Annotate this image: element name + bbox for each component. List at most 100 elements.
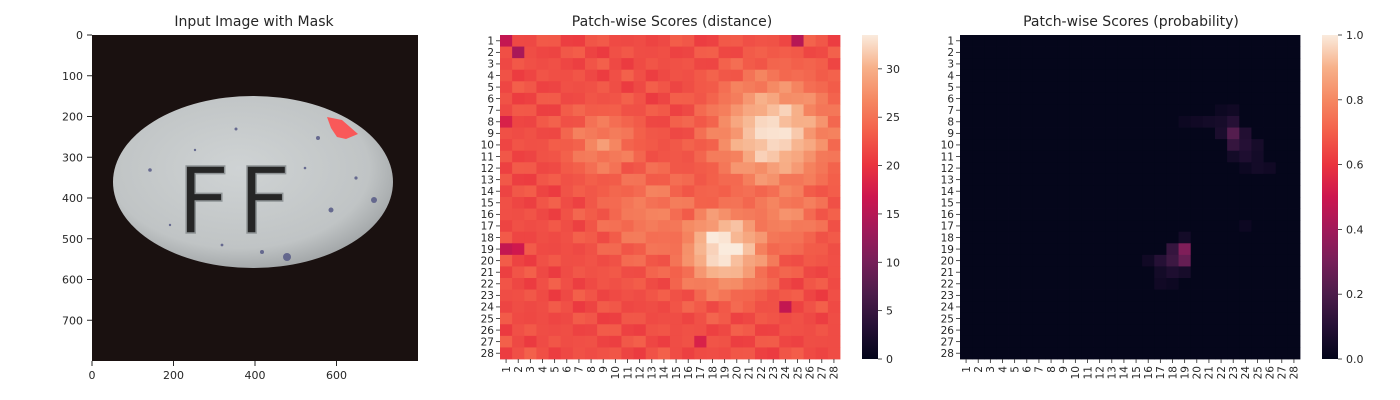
heatmap-cell bbox=[972, 254, 985, 267]
heatmap-cell bbox=[730, 173, 744, 186]
heatmap-cell bbox=[1178, 254, 1192, 267]
heatmap-cell bbox=[1117, 92, 1131, 105]
heatmap-cell bbox=[755, 173, 768, 186]
row-label: 27 bbox=[481, 336, 494, 348]
heatmap-cell bbox=[827, 139, 841, 152]
col-label: 20 bbox=[1192, 366, 1204, 379]
heatmap-cell bbox=[670, 254, 683, 267]
heatmap-cell bbox=[1057, 92, 1070, 105]
heatmap-cell bbox=[1287, 301, 1301, 314]
heatmap-cell bbox=[755, 150, 768, 163]
heatmap-cell bbox=[1117, 139, 1131, 152]
heatmap-cell bbox=[718, 266, 732, 279]
heatmap-cell bbox=[1093, 116, 1107, 128]
heatmap-cell bbox=[1130, 35, 1143, 47]
heatmap-cell bbox=[815, 58, 829, 71]
heatmap-cell bbox=[1093, 243, 1107, 256]
heatmap-cell bbox=[548, 58, 562, 71]
heatmap-cell bbox=[512, 127, 525, 140]
heatmap-cell bbox=[694, 162, 707, 175]
heatmap-cell bbox=[585, 324, 598, 337]
heatmap-cell bbox=[670, 35, 683, 47]
heatmap-cell bbox=[767, 92, 780, 105]
row-label: 24 bbox=[481, 302, 495, 314]
heatmap-cell bbox=[1117, 289, 1131, 302]
row-label: 19 bbox=[941, 244, 954, 256]
heatmap-cell bbox=[730, 243, 744, 256]
heatmap-cell bbox=[742, 46, 756, 59]
heatmap-cell bbox=[996, 127, 1009, 140]
heatmap-cell bbox=[572, 92, 586, 105]
row-label: 25 bbox=[941, 313, 954, 325]
heatmap-cell bbox=[1142, 69, 1155, 82]
heatmap-cell bbox=[621, 150, 634, 163]
heatmap-cell bbox=[972, 173, 985, 186]
heatmap-cell bbox=[960, 150, 973, 163]
heatmap-cell bbox=[827, 220, 841, 233]
heatmap-cell bbox=[1105, 162, 1119, 175]
heatmap-cell bbox=[996, 69, 1009, 82]
heatmap-cell bbox=[1093, 347, 1107, 360]
col-label: 5 bbox=[549, 366, 561, 373]
heatmap-cell bbox=[1263, 231, 1277, 244]
heatmap-cell bbox=[597, 278, 610, 290]
heatmap-cell bbox=[657, 150, 671, 163]
heatmap-cell bbox=[1130, 69, 1143, 82]
heatmap-cell bbox=[1117, 335, 1131, 348]
heatmap-cell bbox=[585, 335, 598, 348]
heatmap-cell bbox=[1251, 81, 1264, 94]
heatmap-cell bbox=[779, 81, 792, 94]
heatmap-cell bbox=[1263, 162, 1277, 175]
heatmap-cell bbox=[791, 81, 804, 94]
heatmap-cell bbox=[657, 58, 671, 71]
heatmap-cell bbox=[500, 243, 513, 256]
heatmap-cell bbox=[1057, 231, 1070, 244]
heatmap-cell bbox=[694, 220, 707, 233]
heatmap-cell bbox=[1045, 92, 1058, 105]
heatmap-cell bbox=[609, 208, 622, 221]
heatmap-cell bbox=[657, 289, 671, 302]
heatmap-cell bbox=[548, 150, 562, 163]
heatmap-cell bbox=[1275, 220, 1289, 233]
heatmap-cell bbox=[1178, 185, 1192, 198]
heatmap-cell bbox=[803, 139, 817, 152]
heatmap-cell bbox=[670, 197, 683, 209]
heatmap-cell bbox=[694, 35, 707, 47]
heatmap-cell bbox=[815, 220, 829, 233]
heatmap-cell bbox=[1227, 220, 1240, 233]
heatmap-cell bbox=[694, 81, 707, 94]
heatmap-cell bbox=[1166, 289, 1179, 302]
heatmap-cell bbox=[730, 208, 744, 221]
heatmap-cell bbox=[548, 243, 562, 256]
heatmap-cell bbox=[1093, 335, 1107, 348]
heatmap-cell bbox=[1239, 208, 1252, 221]
heatmap-cell bbox=[1251, 150, 1264, 163]
heatmap-cell bbox=[560, 46, 574, 59]
heatmap-cell bbox=[1215, 185, 1228, 198]
colorbar-tick-label: 0.8 bbox=[1346, 94, 1364, 107]
heatmap-cell bbox=[1032, 116, 1046, 128]
heatmap-cell bbox=[524, 312, 537, 325]
probability-heatmap bbox=[960, 35, 1301, 360]
heatmap-cell bbox=[1057, 116, 1070, 128]
heatmap-cell bbox=[657, 231, 671, 244]
heatmap-cell bbox=[1239, 116, 1252, 128]
heatmap-cell bbox=[779, 104, 792, 117]
colorbar-tick-label: 0.4 bbox=[1346, 223, 1364, 236]
heatmap-cell bbox=[1130, 46, 1143, 59]
heatmap-cell bbox=[1045, 58, 1058, 71]
heatmap-cell bbox=[1202, 347, 1216, 360]
heatmap-cell bbox=[670, 127, 683, 140]
heatmap-cell bbox=[1227, 116, 1240, 128]
heatmap-cell bbox=[682, 150, 695, 163]
heatmap-cell bbox=[1069, 347, 1082, 360]
heatmap-cell bbox=[1166, 335, 1179, 348]
heatmap-cell bbox=[585, 185, 598, 198]
heatmap-cell bbox=[1032, 92, 1046, 105]
heatmap-cell bbox=[1008, 162, 1022, 175]
heatmap-cell bbox=[730, 139, 744, 152]
heatmap-cell bbox=[548, 104, 562, 117]
heatmap-cell bbox=[1239, 162, 1252, 175]
heatmap-cell bbox=[791, 127, 804, 140]
heatmap-cell bbox=[645, 139, 659, 152]
